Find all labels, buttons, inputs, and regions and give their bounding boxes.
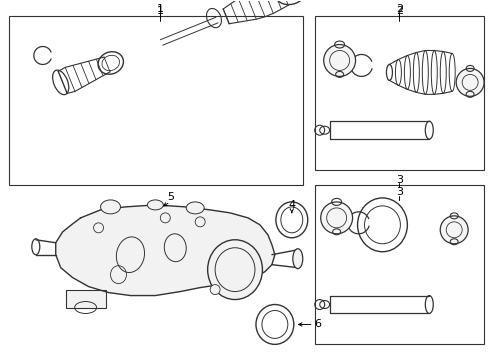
Bar: [315, 185, 484, 345]
Text: 2: 2: [396, 6, 403, 15]
Ellipse shape: [100, 200, 121, 214]
Ellipse shape: [186, 202, 204, 214]
Bar: [315, 15, 484, 170]
Circle shape: [160, 213, 171, 223]
Bar: [66, 289, 105, 307]
Text: 4: 4: [288, 200, 295, 210]
Ellipse shape: [208, 240, 263, 300]
Ellipse shape: [147, 200, 163, 210]
Text: 3: 3: [396, 175, 403, 185]
Polygon shape: [56, 205, 275, 296]
Text: 5: 5: [167, 192, 174, 202]
Text: 1: 1: [157, 6, 164, 15]
Circle shape: [440, 216, 468, 244]
Text: 2: 2: [396, 4, 403, 14]
Circle shape: [324, 45, 356, 76]
Text: 3: 3: [396, 187, 403, 197]
Circle shape: [210, 285, 220, 294]
Circle shape: [195, 217, 205, 227]
Circle shape: [94, 223, 103, 233]
Ellipse shape: [293, 249, 303, 269]
Circle shape: [456, 68, 484, 96]
Text: 6: 6: [314, 319, 321, 329]
Circle shape: [321, 202, 353, 234]
Text: 1: 1: [157, 4, 164, 14]
Bar: [9, 15, 303, 185]
